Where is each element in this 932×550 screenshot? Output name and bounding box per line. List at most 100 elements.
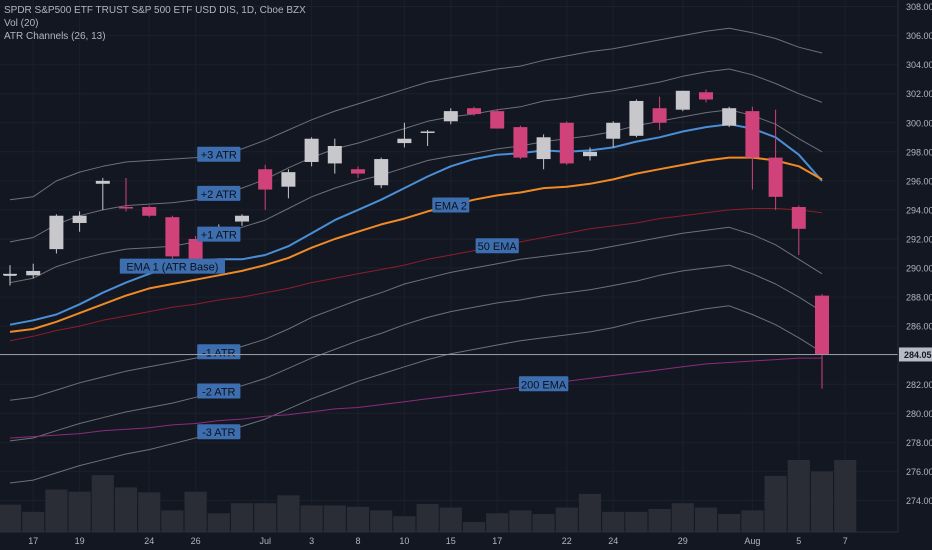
ema-label: 200 EMA: [521, 379, 567, 391]
candle-body[interactable]: [791, 207, 806, 229]
candle-body[interactable]: [304, 138, 319, 162]
volume-bar: [254, 503, 277, 532]
candle-body[interactable]: [72, 215, 87, 223]
volume-bar: [462, 521, 486, 532]
atr-band-label-box: [197, 185, 241, 201]
volume-bar: [648, 508, 671, 532]
atr-channels-legend[interactable]: ATR Channels (26, 13): [4, 31, 106, 42]
atr-band-label: +2 ATR: [201, 189, 237, 201]
candle-body[interactable]: [95, 180, 110, 184]
volume-bar: [718, 514, 741, 532]
ema-line: [9, 123, 823, 326]
candle-body[interactable]: [235, 215, 249, 222]
volume-bar: [810, 471, 834, 532]
candle-body[interactable]: [559, 122, 574, 164]
atr-band-label-box: [197, 383, 241, 399]
price-tick-label: 276.00: [906, 467, 932, 477]
candle-body[interactable]: [165, 217, 180, 257]
candle-body[interactable]: [281, 172, 296, 187]
volume-bar: [91, 475, 114, 532]
atr-band-line: [9, 68, 823, 243]
candle-body[interactable]: [815, 295, 829, 355]
price-tick-label: 278.00: [906, 438, 932, 448]
candle-body[interactable]: [188, 238, 203, 260]
volume-bar: [602, 511, 625, 532]
candle-body[interactable]: [420, 131, 435, 133]
atr-band-label: -1 ATR: [202, 347, 235, 359]
candle-body[interactable]: [513, 127, 528, 158]
candle-body[interactable]: [629, 100, 644, 136]
time-tick-label: 3: [309, 536, 314, 546]
candle-body[interactable]: [351, 169, 365, 174]
candle-body[interactable]: [722, 108, 737, 126]
atr-band-label: +3 ATR: [201, 150, 237, 162]
volume-bar: [834, 460, 857, 532]
candle-body[interactable]: [675, 90, 690, 110]
volume-bar: [0, 504, 22, 532]
volume-bar: [114, 487, 138, 532]
candle-body[interactable]: [467, 108, 481, 115]
price-tick-label: 274.00: [906, 496, 932, 506]
candle-body[interactable]: [397, 138, 412, 144]
atr-band-label: -2 ATR: [202, 387, 235, 399]
atr-band-label-box: [197, 424, 241, 440]
candle-body[interactable]: [699, 92, 713, 100]
atr-band-line: [9, 264, 823, 442]
price-tick-label: 296.00: [906, 176, 932, 186]
candle-body[interactable]: [443, 111, 458, 122]
price-tick-label: 308.00: [906, 2, 932, 12]
candle-body[interactable]: [142, 207, 157, 216]
price-tick-label: 286.00: [906, 322, 932, 332]
candle-body[interactable]: [745, 111, 760, 158]
volume-bar: [532, 514, 555, 532]
price-tick-label: 292.00: [906, 234, 932, 244]
volume-bar: [207, 513, 230, 532]
volume-bar: [230, 503, 254, 532]
candle-body[interactable]: [49, 215, 64, 250]
symbol-legend[interactable]: SPDR S&P500 ETF TRUST S&P 500 ETF USD DI…: [4, 5, 306, 16]
volume-bar: [370, 510, 393, 532]
volume-bar: [323, 505, 346, 532]
last-price-tag-box: [899, 347, 932, 362]
candle-body[interactable]: [258, 169, 273, 190]
volume-bar: [184, 491, 207, 532]
price-tick-label: 304.00: [906, 60, 932, 70]
candle-body[interactable]: [26, 270, 41, 276]
atr-band-line: [9, 226, 823, 401]
time-tick-label: 29: [678, 536, 688, 546]
ema-label: EMA 1 (ATR Base): [126, 262, 218, 274]
candle-body[interactable]: [490, 111, 505, 129]
volume-bar: [555, 507, 578, 532]
candle-body[interactable]: [768, 157, 783, 197]
volume-indicator-legend[interactable]: Vol (20): [4, 18, 39, 29]
volume-bar: [22, 511, 45, 532]
candle-body[interactable]: [119, 207, 133, 209]
volume-bar: [393, 516, 416, 532]
time-tick-label: 5: [796, 536, 801, 546]
price-tick-label: 294.00: [906, 205, 932, 215]
time-tick-label: 17: [28, 536, 38, 546]
atr-band-line: [9, 27, 823, 201]
time-tick-label: 22: [562, 536, 572, 546]
candle-body[interactable]: [327, 145, 342, 164]
volume-bar: [277, 495, 300, 532]
candle-body[interactable]: [536, 137, 551, 160]
candle-body[interactable]: [652, 108, 667, 123]
volume-bar: [741, 510, 764, 532]
time-tick-label: 7: [843, 536, 848, 546]
candle-body[interactable]: [374, 159, 389, 186]
candle-body[interactable]: [606, 122, 621, 139]
price-tick-label: 300.00: [906, 118, 932, 128]
atr-band-label-box: [197, 226, 241, 242]
atr-band-line: [9, 305, 823, 484]
volume-bar: [439, 507, 462, 532]
atr-band-line: [9, 109, 823, 284]
candle-body[interactable]: [583, 151, 597, 157]
volume-bar: [787, 460, 810, 532]
price-tick-label: 298.00: [906, 147, 932, 157]
ema-line: [9, 156, 823, 333]
time-tick-label: 24: [144, 536, 154, 546]
ema-line: [9, 208, 823, 342]
volume-bar: [45, 489, 68, 532]
